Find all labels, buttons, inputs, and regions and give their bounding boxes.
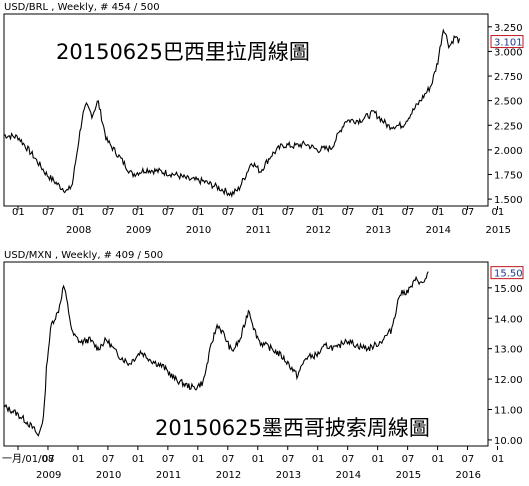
year-label: 2011 <box>246 225 271 236</box>
month-tick-label: 01 <box>492 454 505 465</box>
y-tick-label: 3.250 <box>494 23 523 34</box>
current-value-box <box>490 266 524 280</box>
month-tick-label: 01 <box>372 207 385 218</box>
month-tick-label: 01 <box>252 454 265 465</box>
month-tick-label: 07 <box>42 207 55 218</box>
year-label: 2013 <box>276 470 301 481</box>
month-tick-label: 01 <box>312 454 325 465</box>
month-tick-label: 07 <box>402 454 415 465</box>
month-tick-label: 07 <box>402 207 415 218</box>
month-tick-label: 01 <box>132 207 145 218</box>
y-tick-label: 1.500 <box>494 195 523 206</box>
plot-frame <box>3 13 489 207</box>
y-tick-label: 14.00 <box>494 314 523 325</box>
month-tick-label: 01 <box>312 207 325 218</box>
month-tick-label: 01 <box>192 207 205 218</box>
y-tick-label: 13.00 <box>494 345 523 356</box>
month-tick-label: 01 <box>132 454 145 465</box>
year-label: 2013 <box>366 225 391 236</box>
month-tick-label: 07 <box>342 207 355 218</box>
year-label: 2015 <box>396 470 421 481</box>
month-tick-label: 01 <box>72 207 85 218</box>
month-tick-label: 07 <box>282 454 295 465</box>
month-tick-label: 07 <box>342 454 355 465</box>
month-tick-label: 07 <box>42 454 55 465</box>
current-value-label: 15.50 <box>494 269 523 280</box>
month-tick-label: 07 <box>282 207 295 218</box>
month-tick-label: 07 <box>462 207 475 218</box>
month-tick-label: 01 <box>252 207 265 218</box>
month-tick-label: 01 <box>192 454 205 465</box>
y-tick-label: 11.00 <box>494 406 523 417</box>
chart2-header: USD/MXN , Weekly, # 409 / 500 <box>4 250 164 261</box>
month-tick-label: 07 <box>162 207 175 218</box>
y-tick-label: 2.750 <box>494 72 523 83</box>
y-tick-label: 2.250 <box>494 121 523 132</box>
year-label: 2008 <box>66 225 91 236</box>
month-tick-label: 07 <box>222 454 235 465</box>
month-tick-label: 07 <box>222 207 235 218</box>
y-tick-label: 12.00 <box>494 375 523 386</box>
chart-1: 3.250 3.000 2.750 2.500 2.250 2.000 1.750 1.500… <box>3 13 524 236</box>
year-label: 2012 <box>216 470 241 481</box>
month-tick-label: 01 <box>372 454 385 465</box>
y-tick-label: 2.500 <box>494 97 523 108</box>
year-label: 2011 <box>156 470 181 481</box>
month-tick-label: 01 <box>432 207 445 218</box>
chart2-overlay-title: 20150625墨西哥披索周線圖 <box>155 416 430 440</box>
year-label: 2009 <box>126 225 151 236</box>
chart1-header: USD/BRL , Weekly, # 454 / 500 <box>4 2 160 13</box>
month-tick-label: 01 <box>432 454 445 465</box>
month-tick-label: 01 <box>72 454 85 465</box>
y-tick-label: 1.750 <box>494 170 523 181</box>
month-tick-label: 一月/01/08 <box>2 453 54 465</box>
year-label: 2016 <box>456 470 481 481</box>
year-label: 2014 <box>336 470 361 481</box>
year-label: 2012 <box>306 225 331 236</box>
year-label: 2009 <box>36 470 61 481</box>
month-tick-label: 07 <box>102 207 115 218</box>
year-label: 2010 <box>96 470 121 481</box>
current-value-label: 3.101 <box>494 38 523 49</box>
month-tick-label: 07 <box>162 454 175 465</box>
year-label: 2014 <box>426 225 451 236</box>
month-tick-label: 07 <box>102 454 115 465</box>
y-tick-label: 15.00 <box>494 284 523 295</box>
y-tick-label: 3.000 <box>494 47 523 58</box>
month-tick-label: 07 <box>462 454 475 465</box>
price-line <box>3 271 429 437</box>
month-tick-label: 01 <box>492 207 505 218</box>
y-tick-label: 2.000 <box>494 146 523 157</box>
year-label: 2010 <box>186 225 211 236</box>
chart-2: 15.00 14.00 13.00 12.00 11.00 10.00 15.50 一月/01… <box>2 261 524 481</box>
chart1-overlay-title: 20150625巴西里拉周線圖 <box>56 40 310 64</box>
y-tick-label: 10.00 <box>494 436 523 447</box>
current-value-box <box>490 35 524 49</box>
year-label: 2015 <box>486 225 511 236</box>
month-tick-label: 01 <box>12 207 25 218</box>
price-line <box>3 28 461 199</box>
